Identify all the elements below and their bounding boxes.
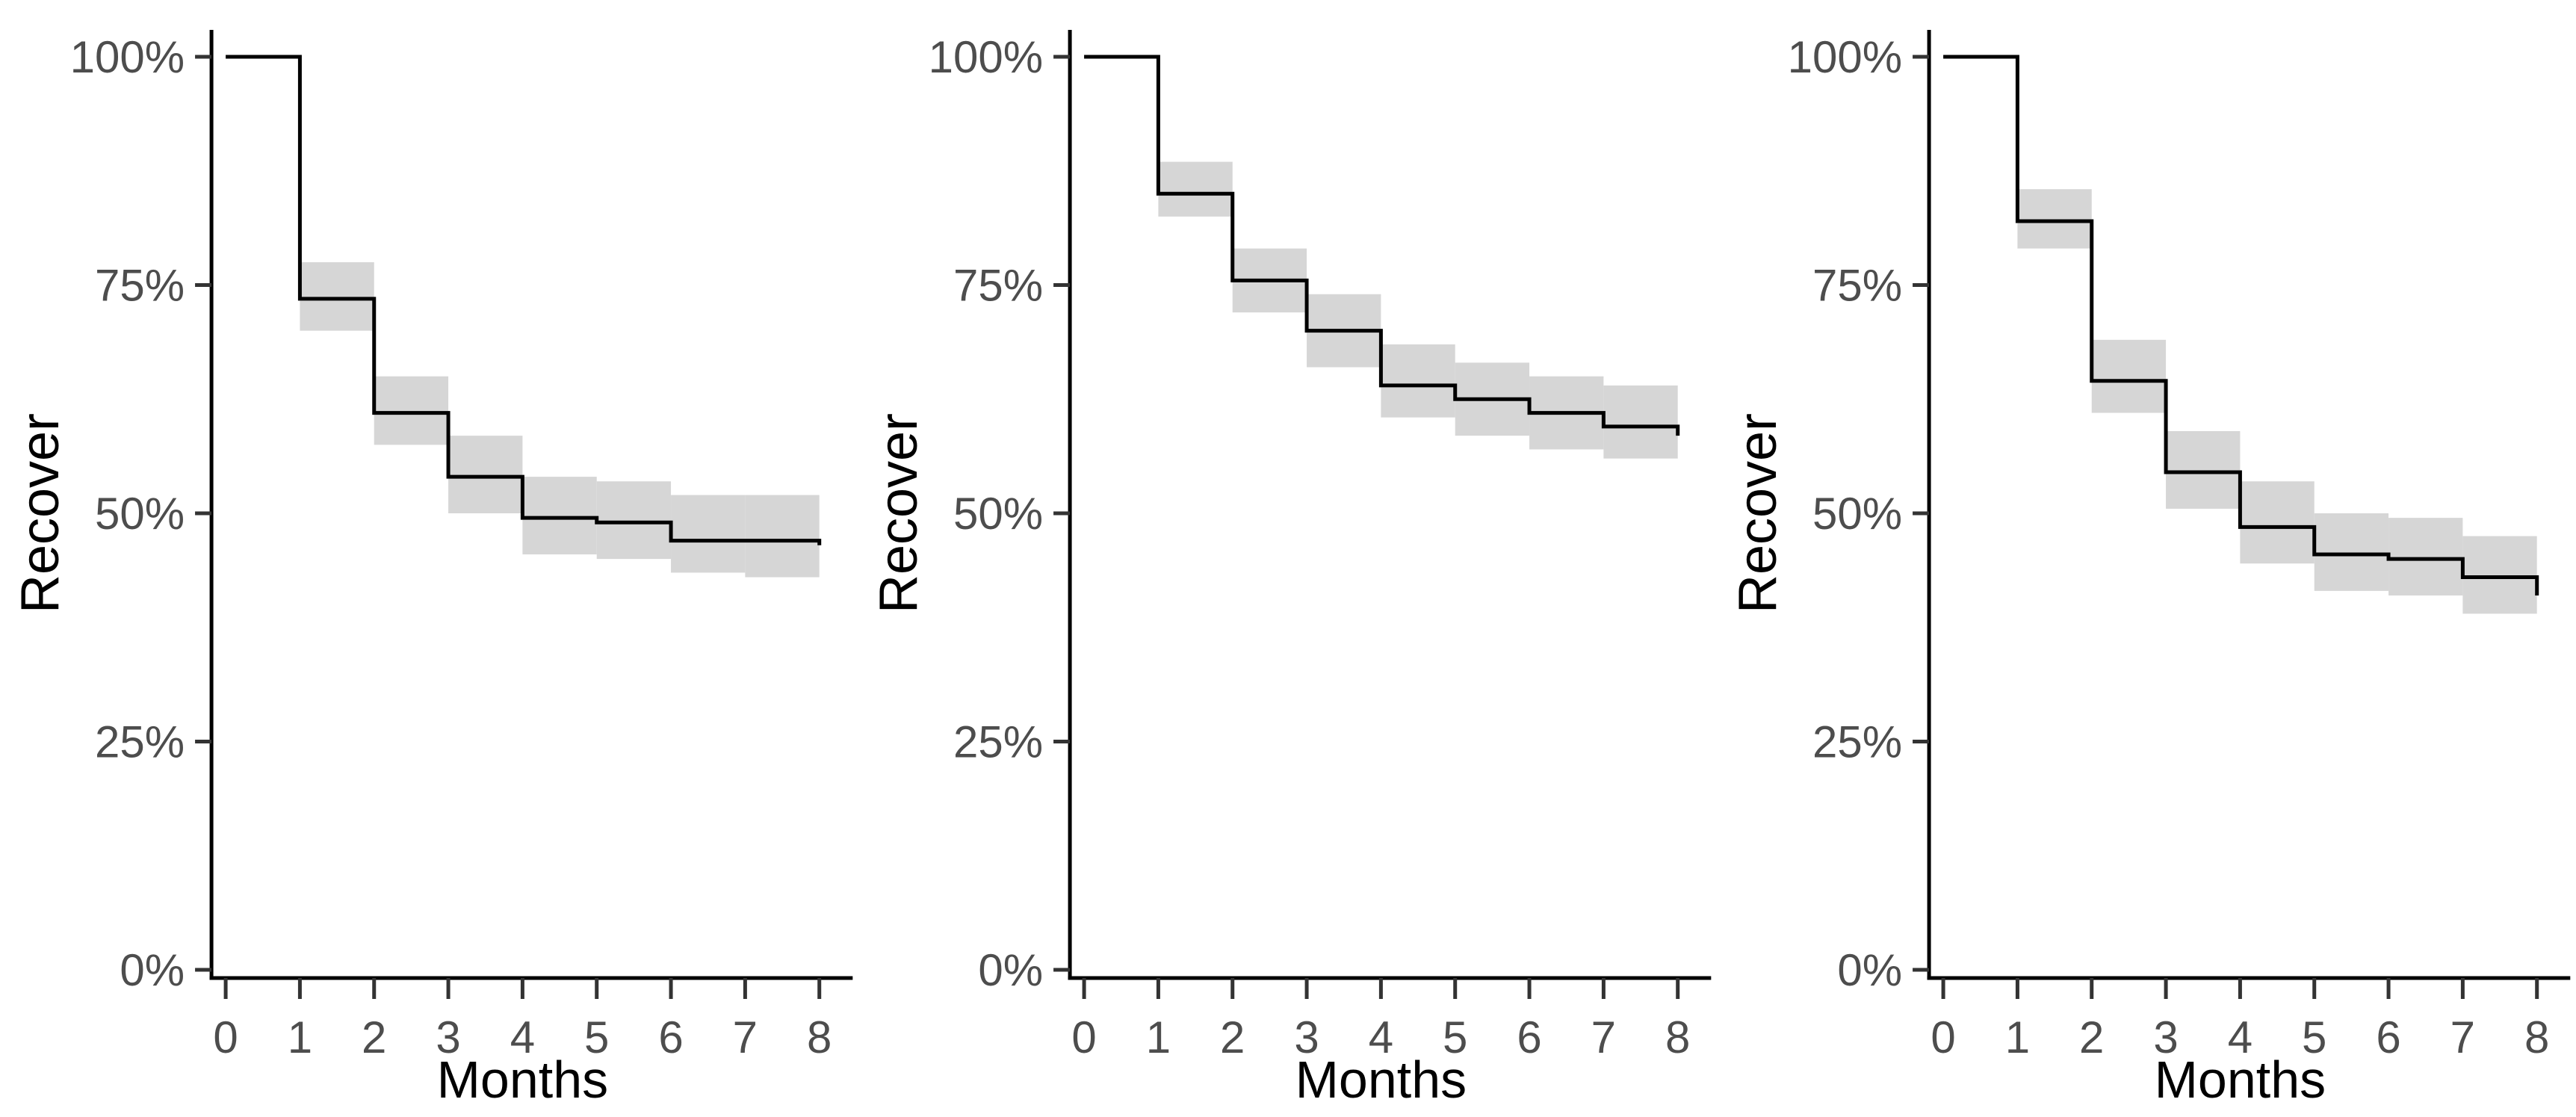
confidence-band-segment [300, 262, 374, 331]
x-tick-label: 6 [658, 1012, 683, 1062]
y-tick-label: 100% [929, 32, 1043, 82]
y-tick-label: 0% [120, 945, 185, 995]
x-axis-title: Months [1295, 1051, 1467, 1109]
x-tick-label: 5 [1443, 1012, 1467, 1062]
survival-chart-left: 0% 25% 50% 75% 100% 0 1 2 3 4 5 6 7 8 Months Recover [10, 30, 853, 1109]
x-tick-label: 1 [288, 1012, 312, 1062]
y-tick-label: 25% [95, 717, 185, 767]
survival-panel-left: 0% 25% 50% 75% 100% 0 1 2 3 4 5 6 7 8 Months Recover [0, 0, 858, 1117]
x-tick-label: 2 [2079, 1012, 2104, 1062]
x-tick-label: 6 [1517, 1012, 1542, 1062]
confidence-band-segment [745, 495, 820, 578]
y-tick-label: 100% [1787, 32, 1901, 82]
y-axis-title: Recover [869, 413, 929, 613]
confidence-band-segment [2240, 481, 2315, 564]
x-tick-label: 8 [1665, 1012, 1690, 1062]
y-tick-label: 0% [1837, 945, 1902, 995]
x-axis-title: Months [2154, 1051, 2326, 1109]
y-axis-title: Recover [1728, 413, 1788, 613]
y-tick-label: 50% [1812, 489, 1902, 539]
x-tick-label: 8 [2524, 1012, 2549, 1062]
x-tick-label: 8 [807, 1012, 832, 1062]
confidence-band-segment [522, 477, 597, 554]
survival-chart-middle: 0% 25% 50% 75% 100% 0 1 2 3 4 5 6 7 8 Months Recover [869, 30, 1712, 1109]
x-tick-label: 3 [2153, 1012, 2178, 1062]
x-tick-label: 1 [2004, 1012, 2029, 1062]
y-tick-label: 25% [1812, 717, 1902, 767]
confidence-band-segment [2091, 339, 2166, 413]
y-tick-label: 75% [95, 261, 185, 311]
y-tick-label: 75% [953, 261, 1043, 311]
confidence-band-segment [2462, 536, 2537, 614]
confidence-band-segment [2165, 431, 2241, 509]
x-tick-label: 4 [1369, 1012, 1393, 1062]
x-tick-label: 3 [436, 1012, 460, 1062]
confidence-band-segment [1603, 385, 1679, 459]
x-tick-label: 4 [510, 1012, 535, 1062]
survival-panel-right: 0% 25% 50% 75% 100% 0 1 2 3 4 5 6 7 8 Months Recover [1718, 0, 2576, 1117]
confidence-band-segment [1381, 344, 1456, 418]
x-tick-label: 5 [2302, 1012, 2326, 1062]
x-tick-label: 0 [1072, 1012, 1097, 1062]
x-tick-label: 7 [1591, 1012, 1616, 1062]
confidence-band-segment [671, 495, 746, 573]
y-tick-label: 25% [953, 717, 1043, 767]
y-tick-label: 100% [70, 32, 185, 82]
x-tick-label: 7 [2450, 1012, 2474, 1062]
y-tick-label: 50% [953, 489, 1043, 539]
survival-step-line [1942, 55, 2539, 595]
confidence-band-segment [2388, 518, 2463, 595]
confidence-band-segment [596, 481, 672, 560]
survival-chart-right: 0% 25% 50% 75% 100% 0 1 2 3 4 5 6 7 8 Months Recover [1728, 30, 2570, 1109]
survival-step-line [226, 55, 822, 545]
x-tick-label: 3 [1295, 1012, 1319, 1062]
x-tick-label: 6 [2376, 1012, 2400, 1062]
confidence-band-segment [1158, 161, 1233, 217]
x-axis-title: Months [437, 1051, 609, 1109]
x-tick-label: 4 [2227, 1012, 2252, 1062]
x-tick-label: 5 [584, 1012, 609, 1062]
confidence-band-segment [2314, 513, 2388, 591]
y-tick-label: 50% [95, 489, 185, 539]
x-tick-label: 2 [1220, 1012, 1245, 1062]
x-tick-label: 0 [213, 1012, 238, 1062]
confidence-band-segment [448, 436, 523, 513]
y-tick-label: 0% [979, 945, 1044, 995]
x-tick-label: 2 [362, 1012, 386, 1062]
x-tick-label: 7 [733, 1012, 758, 1062]
confidence-band-segment [374, 376, 449, 445]
x-tick-label: 1 [1146, 1012, 1171, 1062]
x-tick-label: 0 [1931, 1012, 1955, 1062]
survival-panel-middle: 0% 25% 50% 75% 100% 0 1 2 3 4 5 6 7 8 Months Recover [858, 0, 1717, 1117]
survival-step-line [1084, 55, 1680, 436]
confidence-band-segment [2017, 189, 2092, 249]
y-axis-title: Recover [10, 413, 70, 613]
y-tick-label: 75% [1812, 261, 1902, 311]
